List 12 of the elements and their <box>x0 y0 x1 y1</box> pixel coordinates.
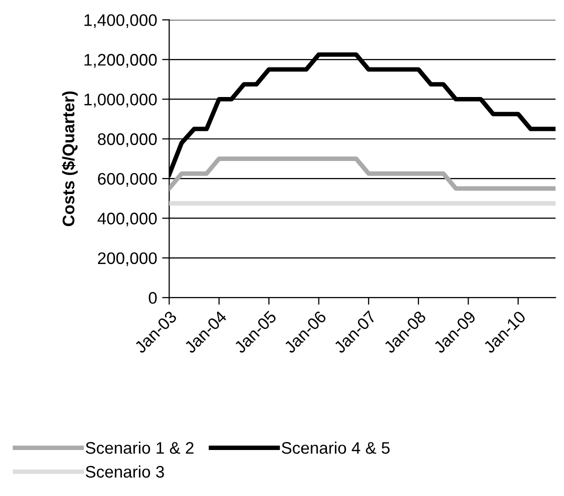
y-tick-label: 1,200,000 <box>84 54 157 68</box>
y-tick-label: 1,400,000 <box>84 14 157 28</box>
y-tick-label: 1,000,000 <box>84 94 157 108</box>
y-tick-label: 0 <box>148 292 157 304</box>
y-tick-label: 400,000 <box>98 212 157 226</box>
y-tick-label: 200,000 <box>98 252 157 266</box>
y-axis-title: Costs ($/Quarter) <box>62 91 78 226</box>
y-tick-label: 800,000 <box>98 133 157 148</box>
legend-label: Scenario 1 & 2 <box>86 442 194 454</box>
y-tick-label: 600,000 <box>98 172 157 187</box>
legend-label: Scenario 4 & 5 <box>282 442 390 454</box>
legend-label: Scenario 3 <box>86 465 164 478</box>
